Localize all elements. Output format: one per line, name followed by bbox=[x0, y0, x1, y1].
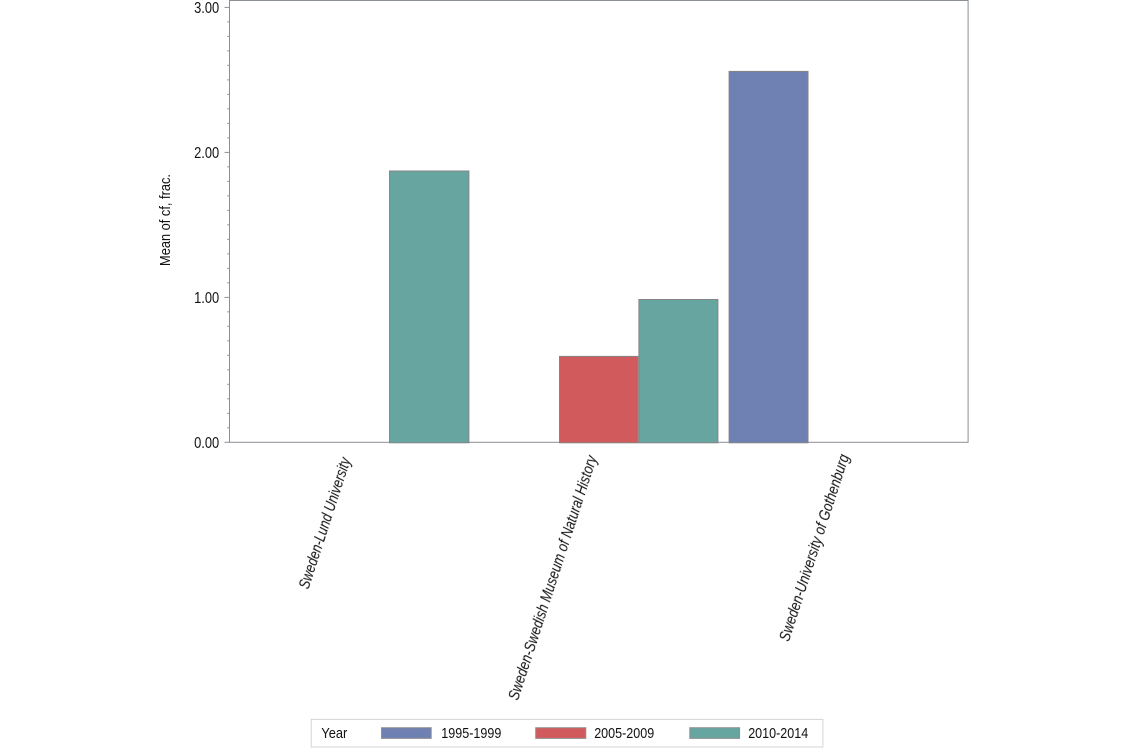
svg-text:1995-1999: 1995-1999 bbox=[441, 726, 501, 742]
svg-text:0.00: 0.00 bbox=[194, 435, 219, 452]
svg-text:2.00: 2.00 bbox=[194, 145, 219, 162]
svg-text:1.00: 1.00 bbox=[194, 290, 219, 307]
svg-text:2010-2014: 2010-2014 bbox=[748, 726, 808, 742]
svg-text:Mean of cf, frac.: Mean of cf, frac. bbox=[158, 174, 174, 266]
svg-text:3.00: 3.00 bbox=[194, 0, 219, 17]
svg-text:Year: Year bbox=[321, 726, 347, 742]
svg-text:2005-2009: 2005-2009 bbox=[594, 726, 654, 742]
